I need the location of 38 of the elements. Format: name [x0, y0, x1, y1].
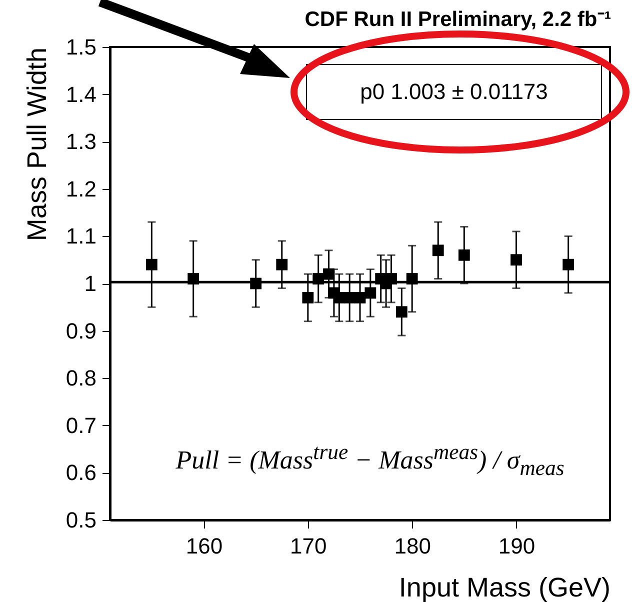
- point: [146, 258, 158, 270]
- point: [250, 278, 262, 290]
- text-box: p0 1.003 ± 0.01173: [306, 64, 602, 120]
- point: [364, 287, 376, 299]
- chart-title: CDF Run II Preliminary, 2.2 fb⁻¹: [304, 8, 612, 31]
- x-tick-label: 190: [498, 534, 536, 558]
- point: [432, 244, 444, 256]
- y-axis-title: Mass Pull Width: [22, 48, 52, 242]
- x-axis-title: Input Mass (GeV): [398, 572, 610, 602]
- y-tick-label: 0.5: [66, 508, 96, 532]
- y-tick-label: 1.1: [66, 224, 96, 249]
- point: [386, 273, 397, 284]
- point: [188, 273, 200, 284]
- annotation: Pull = (Mass$^{true}$ − Mass$^{meas}$) / σ$_{meas}$: [174, 440, 566, 481]
- point: [458, 249, 470, 261]
- point: [312, 273, 324, 284]
- point: [302, 292, 314, 304]
- y-tick-label: 1: [84, 271, 96, 296]
- x-tick-label: 170: [290, 534, 327, 558]
- y-tick-label: 1.4: [66, 82, 96, 107]
- point: [333, 292, 345, 304]
- y-tick-label: 0.7: [66, 412, 96, 438]
- point: [562, 258, 574, 270]
- y-tick-label: 1.3: [66, 129, 96, 154]
- point: [406, 273, 418, 284]
- point: [510, 254, 522, 266]
- y-tick-label: 0.8: [66, 366, 96, 391]
- point: [323, 268, 334, 280]
- y-tick-label: 0.9: [66, 318, 96, 344]
- point: [276, 258, 288, 270]
- y-tick-label: 1.5: [66, 34, 96, 60]
- x-tick-label: 160: [186, 534, 223, 558]
- y-tick-label: 0.6: [66, 460, 96, 486]
- point: [344, 292, 356, 304]
- point: [396, 306, 408, 318]
- point: [354, 292, 366, 304]
- y-tick-label: 1.2: [66, 176, 96, 202]
- x-tick-label: 180: [394, 534, 431, 558]
